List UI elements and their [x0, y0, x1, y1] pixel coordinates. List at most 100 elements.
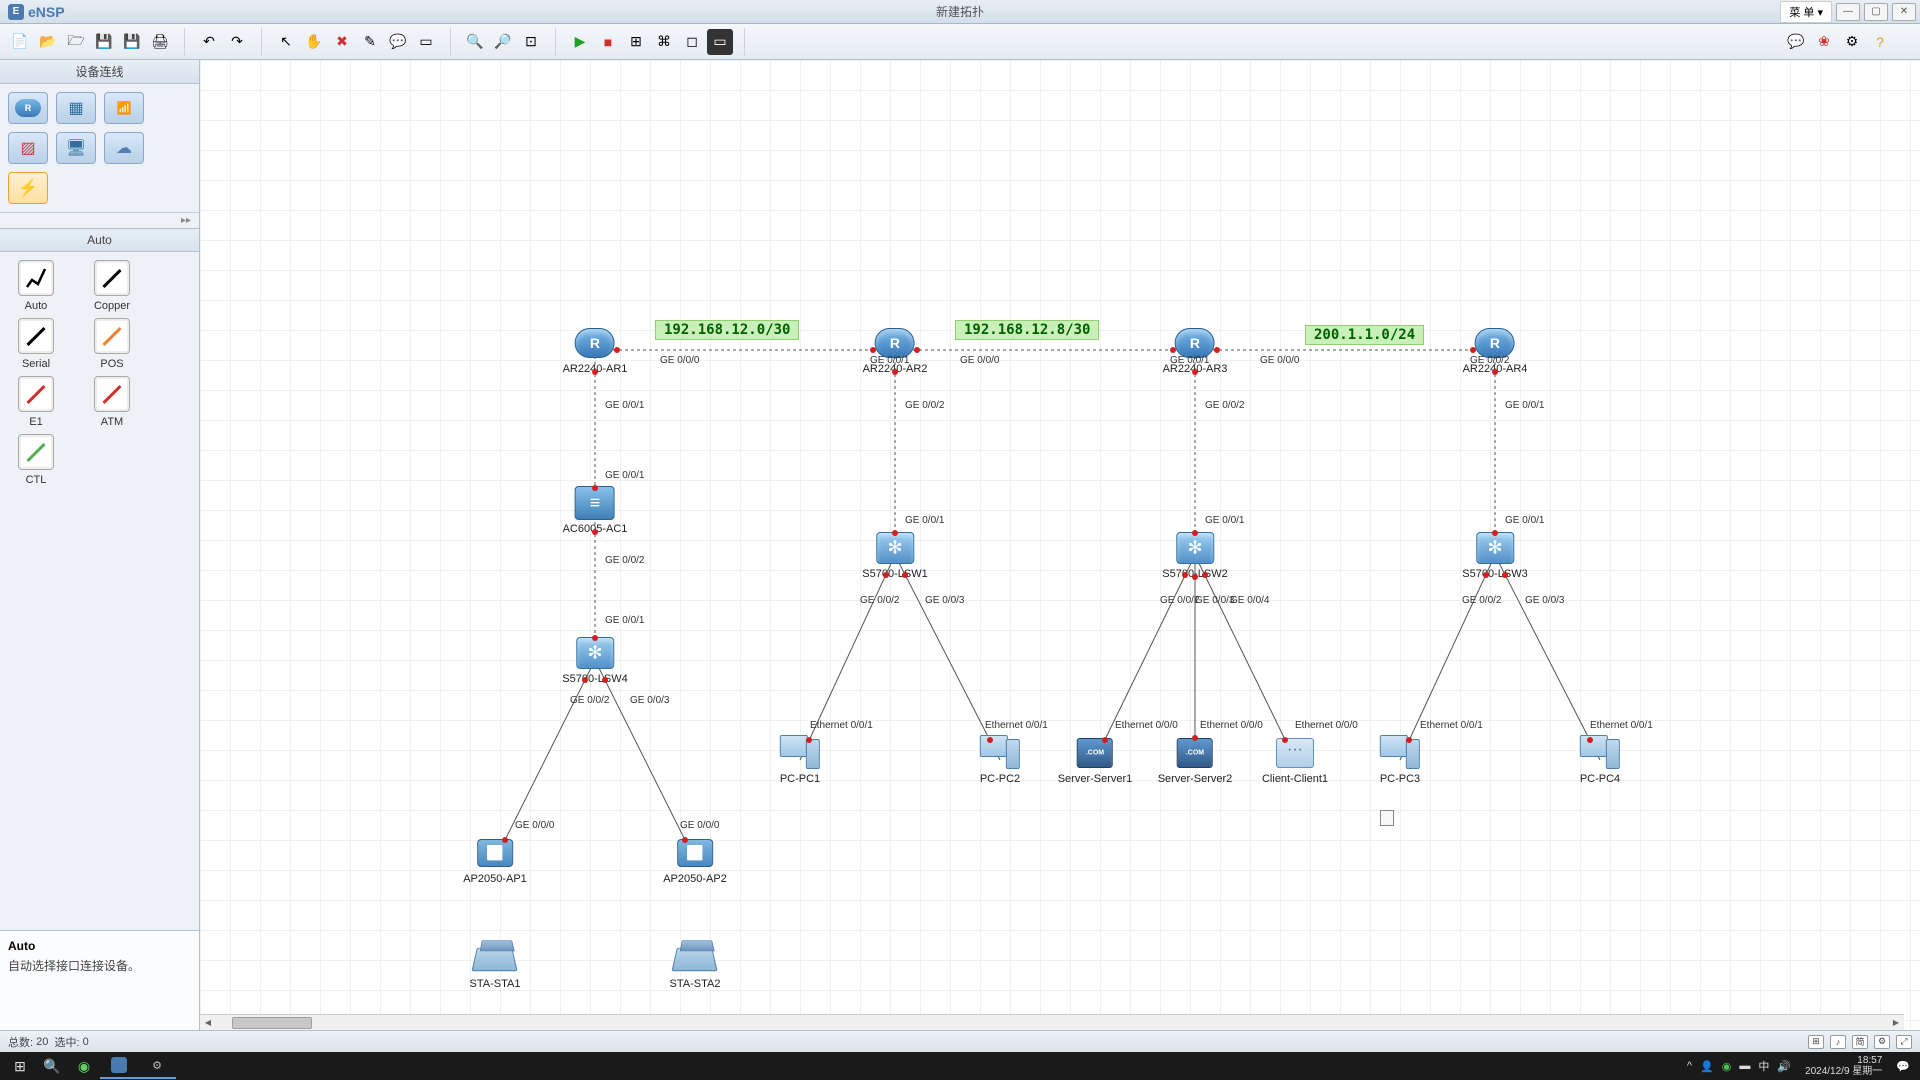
- search-button[interactable]: 🔍: [36, 1053, 68, 1079]
- task-ensp[interactable]: [100, 1053, 138, 1079]
- taskbar: ⊞ 🔍 ◉ ⚙ ^ 👤 ◉ ▬ 中 🔊 18:57 2024/12/9 星期一 …: [0, 1052, 1920, 1080]
- stop-button[interactable]: ■: [595, 29, 621, 55]
- edit-tool[interactable]: ✎: [357, 29, 383, 55]
- canvas-container: AR2240-AR1AR2240-AR2AR2240-AR3AR2240-AR4…: [200, 60, 1920, 1030]
- topology-canvas[interactable]: AR2240-AR1AR2240-AR2AR2240-AR3AR2240-AR4…: [200, 60, 1920, 1030]
- port-dot: [1492, 369, 1498, 375]
- cable-serial[interactable]: Serial: [8, 318, 64, 370]
- cable-copper[interactable]: Copper: [84, 260, 140, 312]
- print-button[interactable]: 🖨: [147, 29, 173, 55]
- node-ac1[interactable]: AC6005-AC1: [563, 485, 628, 535]
- horizontal-scrollbar[interactable]: ◀ ▶: [200, 1014, 1904, 1030]
- statusbar: 总数: 20 选中: 0 ⊞ ♪ 简 ⚙ ⤢: [0, 1030, 1920, 1052]
- zoomout-button[interactable]: 🔎: [490, 29, 516, 55]
- category-firewall[interactable]: ▨: [8, 132, 48, 164]
- node-pc3[interactable]: PC-PC3: [1380, 735, 1420, 785]
- cable-e1[interactable]: E1: [8, 376, 64, 428]
- node-pc2[interactable]: PC-PC2: [980, 735, 1020, 785]
- settings-icon[interactable]: ⚙: [1839, 29, 1865, 55]
- text-tool[interactable]: 💬: [385, 29, 411, 55]
- status-icon-expand[interactable]: ⤢: [1896, 1035, 1912, 1049]
- category-switch[interactable]: ▦: [56, 92, 96, 124]
- node-srv2[interactable]: Server-Server2: [1158, 735, 1233, 785]
- window-button[interactable]: ◻: [679, 29, 705, 55]
- select-tool[interactable]: ↖: [273, 29, 299, 55]
- tray-security-icon[interactable]: ◉: [1722, 1060, 1732, 1073]
- network-label: 192.168.12.8/30: [955, 320, 1099, 340]
- new-button[interactable]: 📄: [7, 29, 33, 55]
- cable-ctl[interactable]: CTL: [8, 434, 64, 486]
- cli-button[interactable]: ⌘: [651, 29, 677, 55]
- tray-volume-icon[interactable]: 🔊: [1777, 1060, 1791, 1073]
- port-dot: [1406, 737, 1412, 743]
- start-button[interactable]: ▶: [567, 29, 593, 55]
- port-label: GE 0/0/0: [1260, 355, 1299, 366]
- node-lsw2[interactable]: S5700-LSW2: [1162, 530, 1227, 580]
- cable-pos[interactable]: POS: [84, 318, 140, 370]
- node-ap1[interactable]: AP2050-AP1: [463, 835, 527, 885]
- chat-icon[interactable]: 💬: [1783, 29, 1809, 55]
- device-scroll-right[interactable]: ▸▸: [0, 213, 199, 228]
- save-button[interactable]: 💾: [91, 29, 117, 55]
- start-menu[interactable]: ⊞: [4, 1053, 36, 1079]
- category-router[interactable]: R: [8, 92, 48, 124]
- help-icon[interactable]: ?: [1867, 29, 1893, 55]
- node-lsw4[interactable]: S5700-LSW4: [562, 635, 627, 685]
- note-tool[interactable]: ▭: [413, 29, 439, 55]
- status-icon-gear[interactable]: ⚙: [1874, 1035, 1890, 1049]
- task-wechat[interactable]: ◉: [68, 1053, 100, 1079]
- node-cli1[interactable]: Client-Client1: [1262, 735, 1328, 785]
- capture-button[interactable]: ⊞: [623, 29, 649, 55]
- category-wlan[interactable]: 📶: [104, 92, 144, 124]
- clock[interactable]: 18:57 2024/12/9 星期一: [1799, 1055, 1888, 1077]
- delete-tool[interactable]: ✖: [329, 29, 355, 55]
- undo-button[interactable]: ↶: [196, 29, 222, 55]
- node-sta2[interactable]: STA-STA2: [670, 940, 721, 990]
- maximize-button[interactable]: ▢: [1864, 3, 1888, 21]
- tray-person-icon[interactable]: 👤: [1700, 1060, 1714, 1073]
- port-label: GE 0/0/1: [1505, 515, 1544, 526]
- huawei-icon[interactable]: ❀: [1811, 29, 1837, 55]
- node-srv1[interactable]: Server-Server1: [1058, 735, 1133, 785]
- tray-battery-icon[interactable]: ▬: [1739, 1060, 1750, 1072]
- titlebar-controls: 菜 单 ▾ — ▢ ✕: [1780, 1, 1916, 23]
- menu-button[interactable]: 菜 单 ▾: [1780, 1, 1832, 23]
- port-dot: [592, 369, 598, 375]
- desc-text: 自动选择接口连接设备。: [8, 957, 191, 974]
- status-icon-ime[interactable]: 简: [1852, 1035, 1868, 1049]
- task-app2[interactable]: ⚙: [138, 1053, 176, 1079]
- screen-button[interactable]: ▭: [707, 29, 733, 55]
- close-button[interactable]: ✕: [1892, 3, 1916, 21]
- port-dot: [902, 572, 908, 578]
- open-recent-button[interactable]: 🗁: [63, 29, 89, 55]
- minimize-button[interactable]: —: [1836, 3, 1860, 21]
- category-cable[interactable]: ⚡: [8, 172, 48, 204]
- zoomin-button[interactable]: 🔍: [462, 29, 488, 55]
- status-sel-label: 选中:: [55, 1034, 80, 1050]
- app-logo: E eNSP: [0, 4, 73, 20]
- category-pc[interactable]: 🖥: [56, 132, 96, 164]
- node-pc4[interactable]: PC-PC4: [1580, 735, 1620, 785]
- port-dot: [1502, 572, 1508, 578]
- status-icon-note[interactable]: ♪: [1830, 1035, 1846, 1049]
- status-icon-grid[interactable]: ⊞: [1808, 1035, 1824, 1049]
- pan-tool[interactable]: ✋: [301, 29, 327, 55]
- port-label: GE 0/0/2: [860, 595, 899, 606]
- node-lsw3[interactable]: S5700-LSW3: [1462, 530, 1527, 580]
- node-sta1[interactable]: STA-STA1: [470, 940, 521, 990]
- tray-ime-icon[interactable]: 中: [1758, 1058, 1769, 1074]
- redo-button[interactable]: ↷: [224, 29, 250, 55]
- tray-notification-icon[interactable]: 💬: [1896, 1060, 1910, 1073]
- saveas-button[interactable]: 💾: [119, 29, 145, 55]
- port-label: GE 0/0/1: [1170, 355, 1209, 366]
- node-ap2[interactable]: AP2050-AP2: [663, 835, 727, 885]
- open-button[interactable]: 📂: [35, 29, 61, 55]
- node-pc1[interactable]: PC-PC1: [780, 735, 820, 785]
- fit-button[interactable]: ⊡: [518, 29, 544, 55]
- cable-auto[interactable]: Auto: [8, 260, 64, 312]
- port-label: GE 0/0/0: [515, 820, 554, 831]
- tray-chevron-icon[interactable]: ^: [1687, 1060, 1692, 1072]
- cable-atm[interactable]: ATM: [84, 376, 140, 428]
- category-cloud[interactable]: ☁: [104, 132, 144, 164]
- node-lsw1[interactable]: S5700-LSW1: [862, 530, 927, 580]
